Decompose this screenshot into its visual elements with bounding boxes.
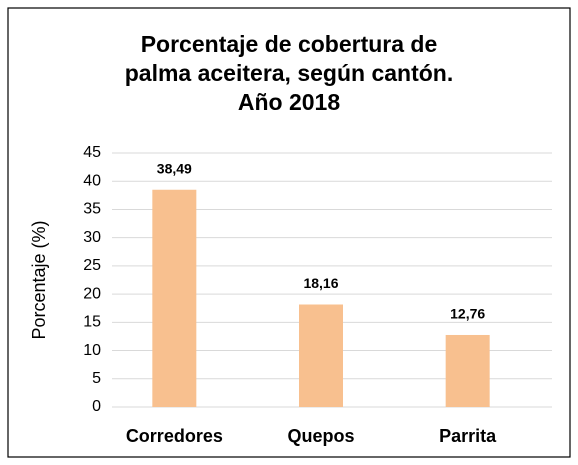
x-tick-label: Corredores [126, 426, 223, 446]
y-axis-label: Porcentaje (%) [29, 220, 49, 339]
x-tick-label: Quepos [287, 426, 354, 446]
bar [299, 304, 343, 407]
y-tick-label: 30 [83, 229, 101, 246]
chart-title: Año 2018 [238, 89, 340, 115]
y-tick-label: 25 [83, 257, 101, 274]
x-tick-label: Parrita [439, 426, 497, 446]
y-tick-label: 5 [92, 370, 101, 387]
y-tick-label: 35 [83, 201, 101, 218]
value-label: 38,49 [157, 160, 192, 176]
bar [152, 189, 197, 407]
y-tick-label: 45 [83, 144, 101, 161]
y-tick-label: 20 [83, 285, 101, 302]
y-tick-label: 10 [83, 342, 101, 359]
chart-title: Porcentaje de cobertura de [141, 31, 438, 57]
chart-title: palma aceitera, según cantón. [125, 60, 454, 86]
y-tick-label: 0 [92, 398, 101, 415]
y-tick-label: 40 [83, 172, 101, 189]
value-label: 12,76 [450, 306, 485, 322]
y-tick-label: 15 [83, 314, 101, 331]
bar [445, 334, 490, 407]
value-label: 18,16 [303, 275, 338, 291]
